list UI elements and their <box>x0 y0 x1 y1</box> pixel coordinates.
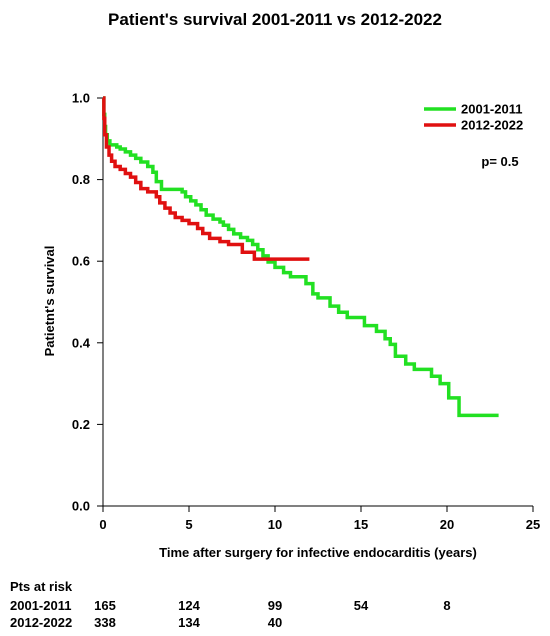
y-tick-label: 0.4 <box>72 335 91 350</box>
risk-row-label-2001-2011: 2001-2011 <box>10 598 72 613</box>
risk-count: 40 <box>267 615 283 630</box>
risk-count: 99 <box>267 598 283 613</box>
risk-count: 338 <box>94 615 116 630</box>
series-line-2012-2022 <box>102 96 310 261</box>
risk-count: 165 <box>94 598 116 613</box>
axes: 0 5 10 15 20 25 0.0 0.2 0.4 0.6 0.8 1.0 <box>72 91 540 533</box>
risk-row-label-2012-2022: 2012-2022 <box>10 615 73 630</box>
series-lines <box>102 96 499 418</box>
risk-count: 8 <box>443 598 451 613</box>
x-tick-label: 25 <box>526 517 540 532</box>
x-tick-label: 5 <box>185 517 192 532</box>
x-axis-label: Time after surgery for infective endocar… <box>159 545 477 560</box>
risk-count: 134 <box>178 615 200 630</box>
risk-count: 124 <box>178 598 200 613</box>
y-tick-label: 0.2 <box>72 417 90 432</box>
risk-table-heading: Pts at risk <box>10 579 73 594</box>
series-line-2001-2011 <box>102 96 499 418</box>
legend-label-2012-2022: 2012-2022 <box>461 118 523 133</box>
y-axis-label: Patietnt's survival <box>42 246 57 357</box>
x-tick-label: 15 <box>354 517 368 532</box>
y-tick-label: 0.8 <box>72 172 90 187</box>
y-tick-label: 0.6 <box>72 254 90 269</box>
legend-label-2001-2011: 2001-2011 <box>461 102 522 117</box>
risk-count: 54 <box>353 598 369 613</box>
y-tick-label: 1.0 <box>72 91 90 106</box>
x-tick-label: 10 <box>268 517 282 532</box>
p-value-annotation: p= 0.5 <box>481 154 518 169</box>
x-tick-label: 20 <box>440 517 454 532</box>
y-tick-label: 0.0 <box>72 499 90 514</box>
chart-title: Patient's survival 2001-2011 vs 2012-202… <box>108 10 442 29</box>
x-tick-label: 0 <box>99 517 106 532</box>
